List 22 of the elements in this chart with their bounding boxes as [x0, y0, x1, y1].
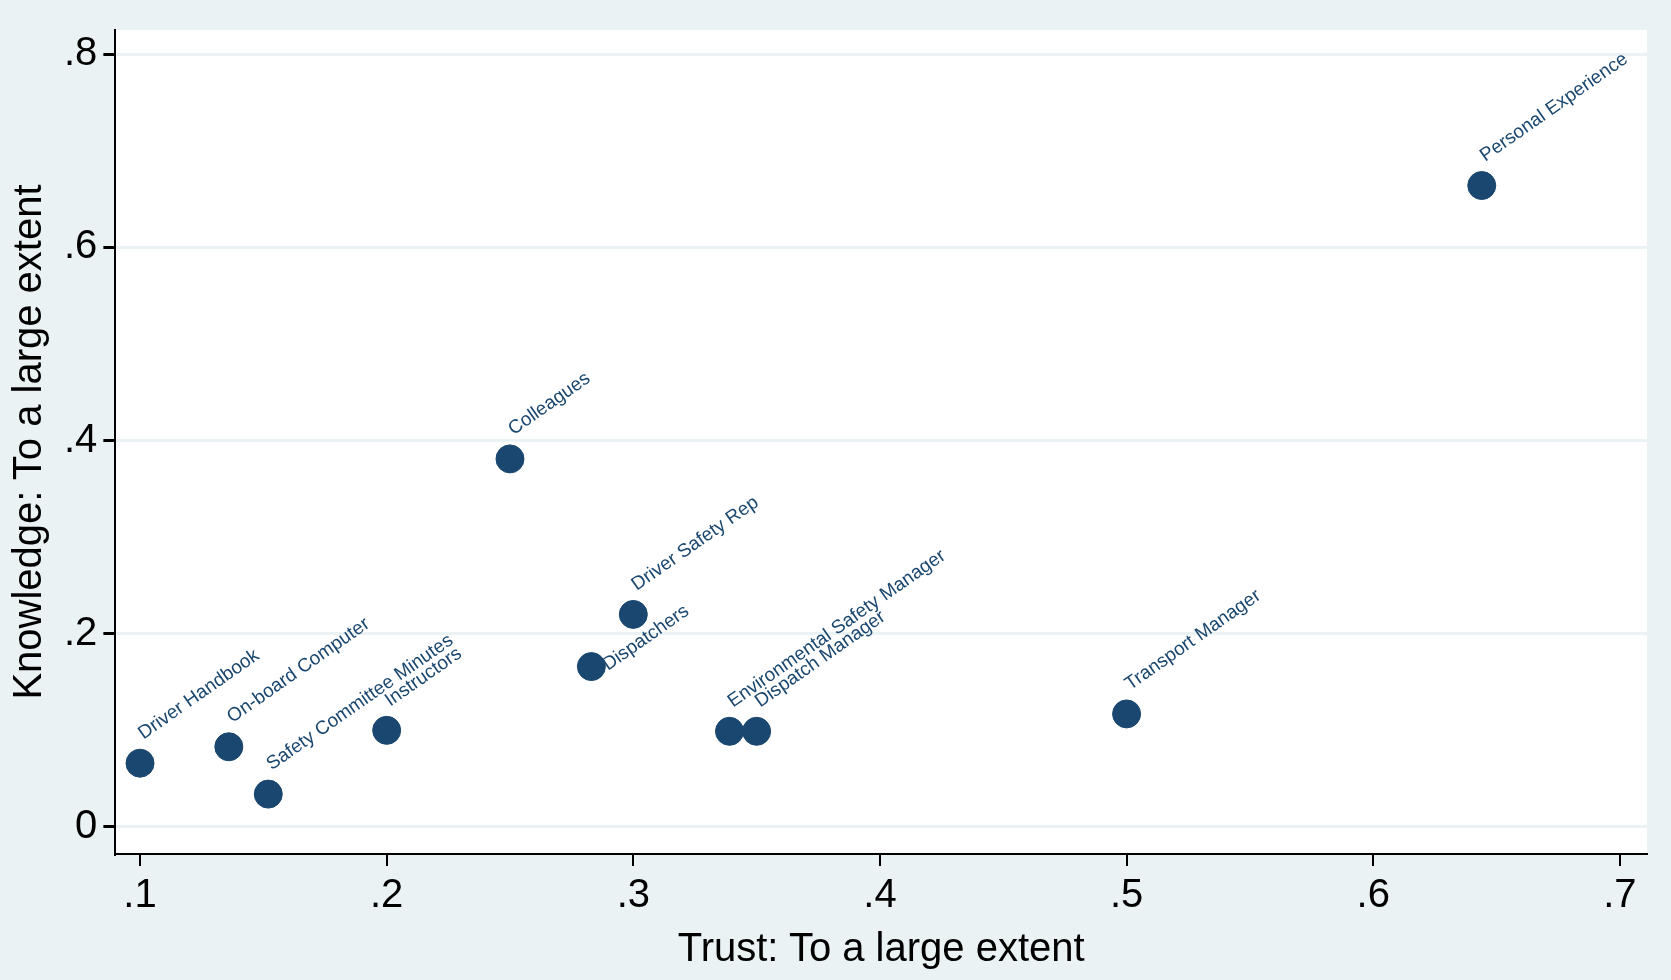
- y-tick-label: .2: [64, 608, 98, 653]
- point: [715, 716, 744, 746]
- point: [1112, 699, 1142, 729]
- x-tick-label: .7: [1603, 871, 1637, 916]
- x-tick-label: .5: [1109, 871, 1144, 916]
- y-axis-title: Knowledge: To a large extent: [5, 184, 50, 700]
- point: [125, 748, 155, 778]
- point: [214, 732, 244, 762]
- y-tick-label: 0: [75, 801, 98, 846]
- point: [742, 716, 772, 746]
- x-tick-label: .4: [863, 871, 897, 916]
- y-tick-label: .6: [64, 222, 98, 267]
- point: [1467, 171, 1497, 201]
- point: [495, 444, 525, 474]
- x-tick-label: .1: [123, 871, 157, 916]
- x-tick-label: .3: [616, 871, 650, 916]
- y-tick-label: .4: [64, 415, 98, 460]
- x-axis-title: Trust: To a large extent: [677, 925, 1085, 970]
- x-tick-label: .6: [1356, 871, 1390, 916]
- x-tick-label: .2: [369, 871, 404, 916]
- y-tick-label: .8: [64, 29, 98, 74]
- point: [253, 779, 283, 809]
